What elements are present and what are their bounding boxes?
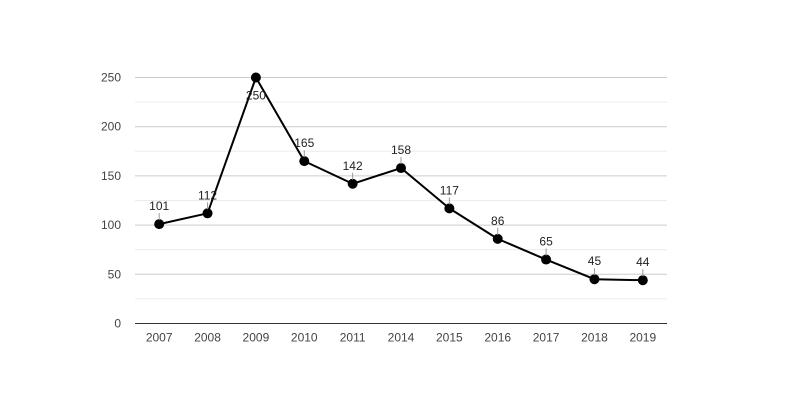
data-label-2009: 250: [246, 89, 266, 103]
series: [154, 72, 648, 286]
x-tick-label: 2014: [388, 331, 415, 345]
data-label-2019: 44: [636, 255, 650, 269]
data-label-2014: 158: [391, 143, 411, 157]
data-label-2016: 86: [491, 214, 505, 228]
x-tick-label: 2007: [146, 331, 173, 345]
x-tick-label: 2011: [340, 331, 366, 345]
y-tick-label: 100: [101, 218, 121, 232]
data-label-2010: 165: [294, 136, 314, 150]
x-tick-label: 2009: [243, 331, 270, 345]
data-label-2017: 65: [539, 235, 553, 249]
data-point-2017: [541, 254, 552, 265]
x-tick-label: 2017: [533, 331, 560, 345]
data-point-2014: [396, 163, 406, 174]
gridlines: [135, 77, 667, 300]
x-tick-label: 2010: [291, 331, 318, 345]
data-label-2011: 142: [343, 159, 363, 173]
x-tick-label: 2016: [484, 331, 511, 345]
data-point-2007: [154, 219, 165, 230]
data-point-2011: [347, 178, 358, 189]
data-point-2019: [637, 275, 648, 286]
data-label-2008: 112: [198, 188, 217, 202]
y-tick-label: 50: [108, 267, 122, 281]
axes: 0 50 100 150 200 250 2007 2008 2009 2010 2011 2014 2…: [101, 71, 667, 345]
data-labels: 101 112 250 165 142 158 117 86 65 45 44: [149, 89, 650, 277]
x-tick-label: 2015: [436, 331, 463, 345]
data-point-2008: [202, 208, 213, 219]
y-tick-label: 200: [101, 120, 121, 134]
data-point-2009: [250, 72, 261, 83]
data-point-2015: [444, 203, 455, 214]
data-point-2010: [299, 156, 310, 167]
y-tick-label: 250: [101, 71, 121, 85]
data-point-2018: [589, 274, 600, 285]
x-tick-label: 2008: [194, 331, 221, 345]
data-point-2016: [492, 233, 503, 244]
y-tick-label: 150: [101, 169, 121, 183]
x-tick-label: 2019: [629, 331, 656, 345]
data-label-2007: 101: [149, 199, 169, 213]
y-tick-label: 0: [114, 317, 121, 331]
x-tick-label: 2018: [581, 331, 608, 345]
data-label-2015: 117: [440, 183, 459, 197]
data-label-2018: 45: [588, 254, 602, 268]
